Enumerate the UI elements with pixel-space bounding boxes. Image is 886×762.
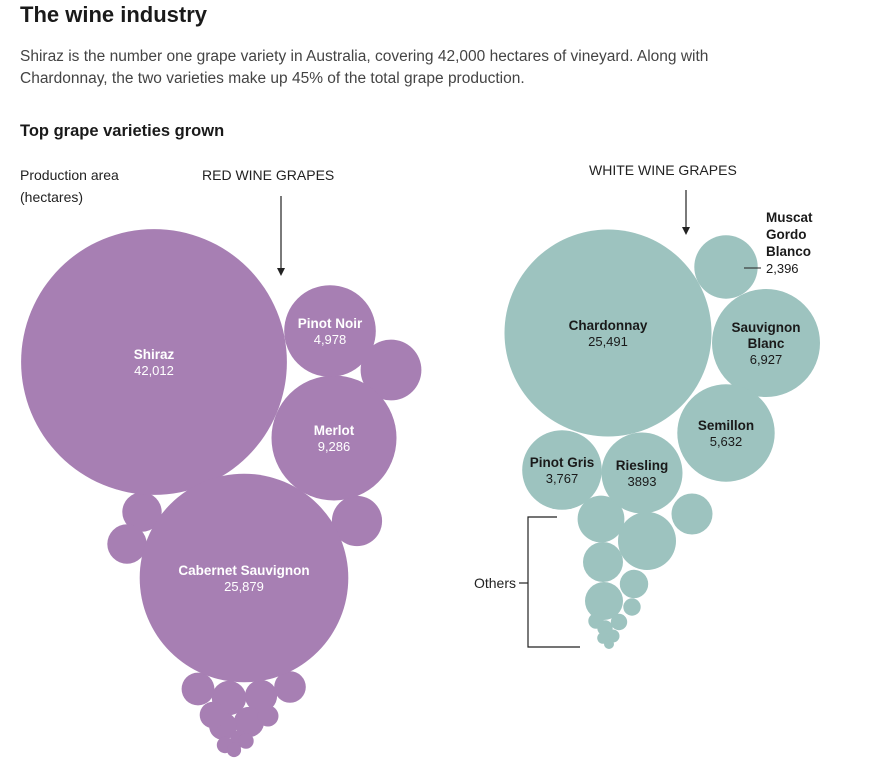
red-other-bubble (244, 679, 278, 713)
bubble-value-muscat-gordo-blanco: 2,396 (766, 261, 799, 276)
white-grapes-header: WHITE WINE GRAPES (589, 162, 737, 178)
bubble-label-pinot-gris: Pinot Gris (530, 455, 595, 470)
bubble-label-riesling: Riesling (616, 458, 669, 473)
intro-text: Shiraz is the number one grape variety i… (20, 48, 709, 87)
red-other-bubble (122, 492, 162, 532)
bubble-riesling (601, 432, 683, 514)
red-other-bubble (233, 706, 265, 738)
bubble-label-sauvignon-blanc: Blanc (748, 336, 785, 351)
white-other-bubble (623, 598, 641, 616)
bubble-cabernet-sauvignon (139, 473, 349, 683)
bubble-value-cabernet-sauvignon: 25,879 (224, 579, 264, 594)
bubble-label-sauvignon-blanc: Sauvignon (731, 320, 800, 335)
white-other-bubble (671, 493, 713, 535)
white-other-bubble (604, 639, 614, 649)
red-other-bubble (238, 733, 254, 749)
bubble-value-pinot-gris: 3,767 (546, 471, 579, 486)
chart-title: Top grape varieties grown (20, 122, 225, 140)
bubble-label-muscat-gordo-blanco: Blanco (766, 244, 811, 259)
bubble-chardonnay (504, 229, 712, 437)
white-other-bubble (583, 542, 623, 582)
bubble-label-chardonnay: Chardonnay (569, 318, 648, 333)
measure-label: (hectares) (20, 189, 83, 205)
bubble-label-muscat-gordo-blanco: Muscat (766, 210, 813, 225)
annotations: Production area (hectares) RED WINE GRAPES… (20, 162, 813, 648)
white-other-bubble (577, 495, 625, 543)
white-other-bubble (619, 569, 649, 599)
white-other-bubble (585, 582, 623, 620)
red-other-bubble (226, 742, 242, 758)
bubble-sauvignon-blanc (712, 289, 820, 397)
bubble-pinot-gris (522, 430, 602, 510)
bubble-value-sauvignon-blanc: 6,927 (750, 352, 783, 367)
bubble-merlot (271, 375, 397, 501)
red-other-bubble (181, 672, 215, 706)
bubble-label-merlot: Merlot (314, 423, 355, 438)
others-label: Others (474, 575, 516, 591)
bubble-semillon (677, 384, 775, 482)
red-other-bubble (199, 701, 227, 729)
others-bracket (527, 516, 580, 648)
bubble-value-semillon: 5,632 (710, 434, 743, 449)
red-other-bubble (257, 705, 279, 727)
bubble-label-shiraz: Shiraz (134, 347, 175, 362)
bubble-muscat-gordo-blanco (694, 235, 758, 299)
bubble-shiraz (21, 229, 287, 495)
bubble-value-pinot-noir: 4,978 (314, 332, 347, 347)
red-other-bubble (331, 495, 383, 547)
bubble-label-pinot-noir: Pinot Noir (298, 316, 363, 331)
bubble-label-cabernet-sauvignon: Cabernet Sauvignon (178, 563, 309, 578)
red-grapes-header: RED WINE GRAPES (202, 167, 334, 183)
bubble-value-riesling: 3893 (628, 474, 657, 489)
red-other-bubble (274, 671, 306, 703)
bubble-pinot-noir (284, 285, 376, 377)
bubble-value-chardonnay: 25,491 (588, 334, 628, 349)
bubble-value-shiraz: 42,012 (134, 363, 174, 378)
red-other-bubble (107, 524, 147, 564)
page-title: The wine industry (20, 2, 208, 27)
bubble-label-muscat-gordo-blanco: Gordo (766, 227, 807, 242)
measure-label: Production area (20, 167, 119, 183)
white-other-bubble (610, 613, 628, 631)
bubble-label-semillon: Semillon (698, 418, 754, 433)
white-other-bubble (618, 512, 676, 570)
red-other-bubble (360, 339, 422, 401)
bubble-value-merlot: 9,286 (318, 439, 351, 454)
